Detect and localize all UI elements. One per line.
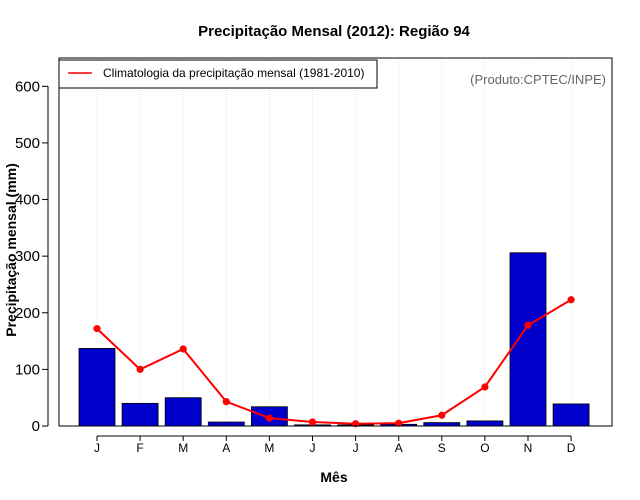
x-tick-label: S [438,441,446,455]
climatology-line [96,298,572,425]
climatology-point [93,325,101,333]
bar-series [78,252,590,427]
x-tick-label: J [310,441,316,455]
y-tick-label: 300 [15,248,40,265]
bar [207,421,245,427]
y-axis-title: Precipitação mensal (mm) [3,163,19,337]
x-tick-label: J [94,441,100,455]
x-tick-label: A [222,441,230,455]
y-tick-label: 200 [15,305,40,322]
chart-title: Precipitação Mensal (2012): Região 94 [198,23,470,40]
climatology-point [567,296,575,304]
y-tick-label: 0 [32,418,40,435]
legend-label: Climatologia da precipitação mensal (198… [103,66,364,80]
x-tick-label: M [178,441,188,455]
y-tick-label: 600 [15,78,40,95]
x-tick-label: N [524,441,533,455]
climatology-point [481,383,489,391]
x-tick-label: F [136,441,143,455]
y-tick-label: 100 [15,361,40,378]
climatology-point [524,321,532,329]
climatology-point [395,419,403,427]
bar [78,348,116,427]
x-tick-label: D [567,441,576,455]
y-tick-label: 500 [15,135,40,152]
bar [121,402,159,427]
grid-lines [96,58,572,426]
credit-text: (Produto:CPTEC/INPE) [470,72,606,87]
bar [552,403,590,427]
x-tick-label: A [395,441,403,455]
climatology-point [222,398,230,406]
legend-box [58,59,378,89]
y-tick-label: 400 [15,192,40,209]
climatology-point [265,414,273,422]
bar [509,252,547,427]
x-tick-label: O [480,441,489,455]
x-tick-label: M [264,441,274,455]
x-tick-label: J [353,441,359,455]
plot-frame [58,57,613,427]
bar [466,420,504,427]
climatology-point [438,411,446,419]
climatology-point [308,418,317,426]
bar [423,422,461,427]
x-axis-title: Mês [320,469,347,485]
climatology-point [136,365,144,373]
legend: Climatologia da precipitação mensal (198… [58,59,378,89]
climatology-point [179,345,187,353]
bar [164,397,202,427]
y-axis: 0 100 200 300 400 500 600 [15,78,49,435]
